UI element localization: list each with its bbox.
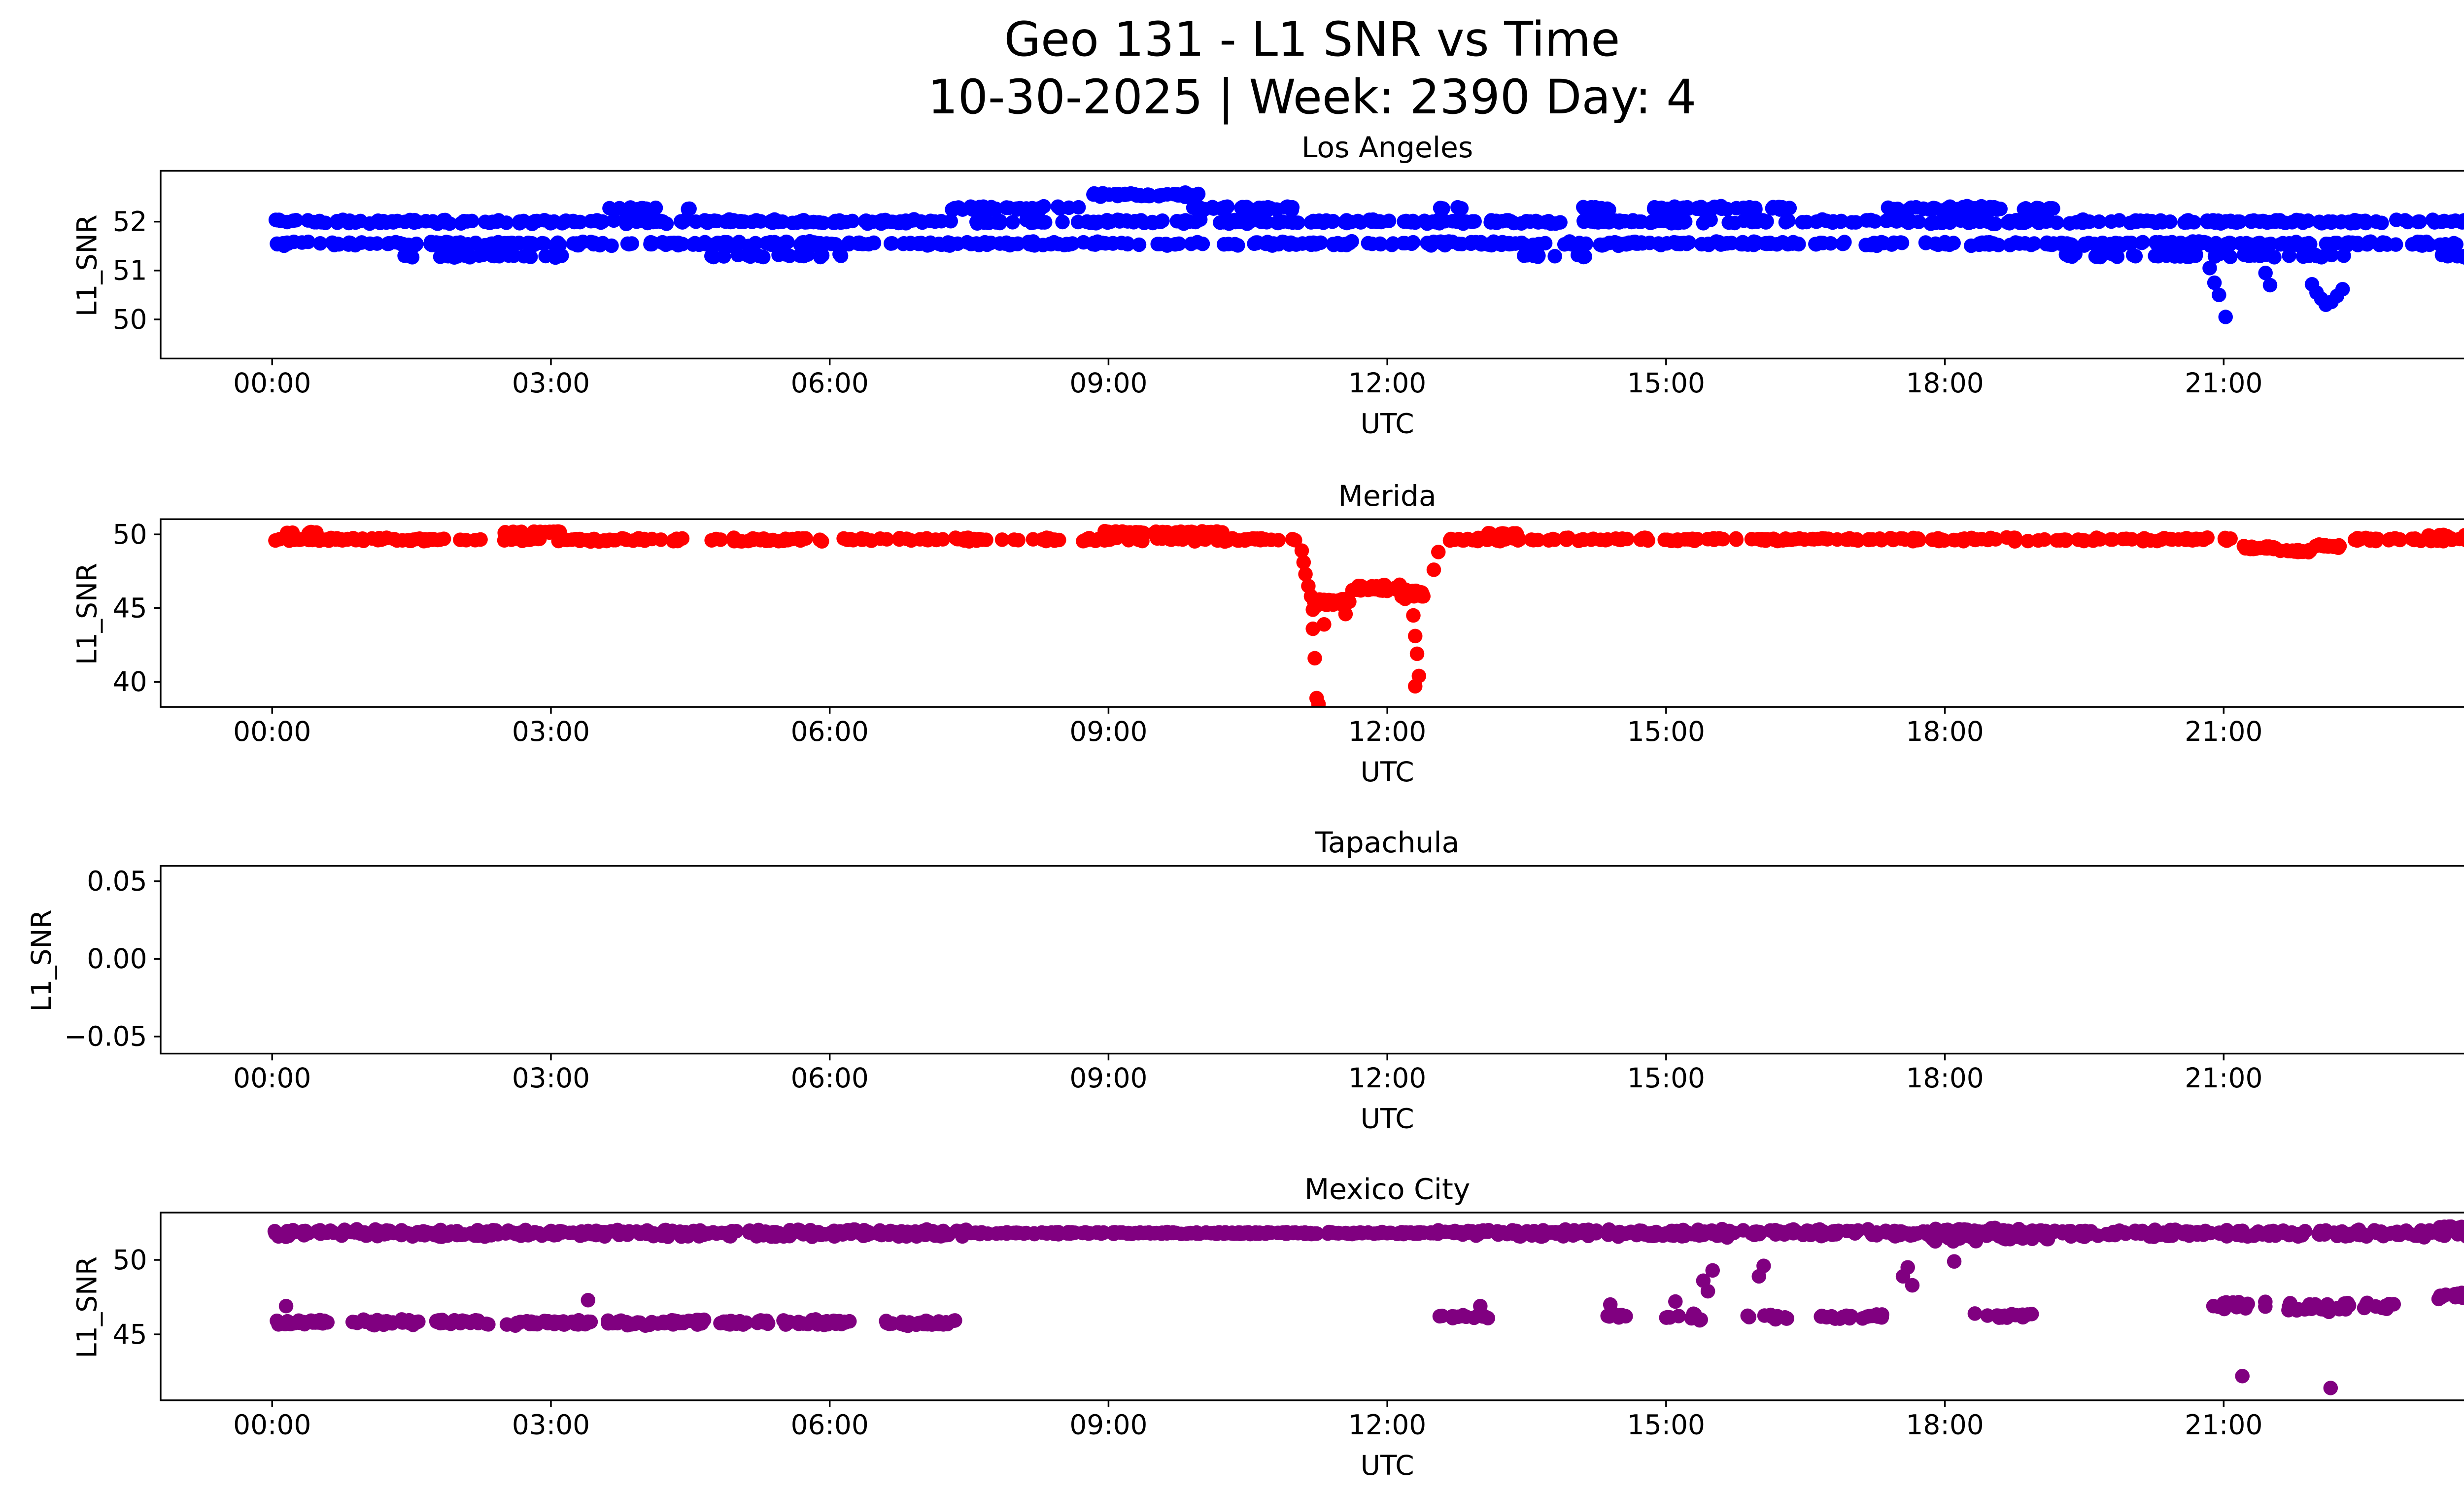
y-tick-label: 50 <box>113 304 147 335</box>
x-tick-label: 03:00 <box>512 1409 590 1440</box>
x-tick-label: 03:00 <box>512 1062 590 1094</box>
y-tick-label: 40 <box>113 666 147 697</box>
y-tick-label: 45 <box>113 1319 147 1350</box>
x-tick-label: 21:00 <box>2185 1062 2262 1094</box>
y-tick-label: 52 <box>113 206 147 238</box>
x-tick-label: 00:00 <box>233 367 311 399</box>
x-axis-label-los-angeles: UTC <box>1360 407 1414 440</box>
x-tick-label: 09:00 <box>1069 716 1147 747</box>
x-tick-label: 06:00 <box>791 367 869 399</box>
subplot-title-los-angeles: Los Angeles <box>1301 132 1473 166</box>
scatter-points <box>268 185 2464 324</box>
y-tick-label: 0.05 <box>87 866 147 897</box>
x-tick-label: 12:00 <box>1348 367 1426 399</box>
x-tick-label: 18:00 <box>1906 1062 1984 1094</box>
x-tick-label: 21:00 <box>2185 367 2262 399</box>
x-axis-label-merida: UTC <box>1360 756 1414 788</box>
x-tick-label: 06:00 <box>791 1062 869 1094</box>
x-tick-label: 12:00 <box>1348 716 1426 747</box>
axes-frame <box>160 170 2464 360</box>
y-tick-label: 50 <box>113 1244 147 1276</box>
subplot-2: 00:00 03:00 06:00 09:00 12:00 15:00 18:00 21:00… <box>64 865 2464 1094</box>
x-tick-label: 12:00 <box>1348 1062 1426 1094</box>
x-tick-label: 06:00 <box>791 716 869 747</box>
y-tick-label: 0.00 <box>87 943 147 974</box>
x-tick-label: 00:00 <box>233 1062 311 1094</box>
subplot-title-mexico-city: Mexico City <box>1304 1174 1471 1208</box>
x-tick-label: 00:00 <box>233 716 311 747</box>
x-tick-label: 18:00 <box>1906 367 1984 399</box>
x-tick-label: 00:00 <box>233 1409 311 1440</box>
x-tick-label: 15:00 <box>1627 367 1705 399</box>
x-tick-label: 12:00 <box>1348 1409 1426 1440</box>
y-tick-label: −0.05 <box>64 1021 147 1052</box>
subplot-0: 00:00 03:00 06:00 09:00 12:00 15:00 18:00 21:00… <box>113 170 2464 399</box>
subplot-title-tapachula: Tapachula <box>1315 827 1460 861</box>
y-axis-label-los-angeles: L1_SNR <box>71 214 103 317</box>
y-axis-label-merida: L1_SNR <box>71 562 103 665</box>
x-axis-label-tapachula: UTC <box>1360 1103 1414 1135</box>
x-tick-label: 15:00 <box>1627 1409 1705 1440</box>
y-axis-label-tapachula: L1_SNR <box>25 909 58 1012</box>
figure-title: Geo 131 - L1 SNR vs Time <box>1004 12 1620 68</box>
x-tick-label: 09:00 <box>1069 1062 1147 1094</box>
scatter-points <box>268 523 2464 707</box>
axes-frame <box>160 865 2464 1055</box>
subplot-title-merida: Merida <box>1338 480 1437 515</box>
x-axis-label-mexico-city: UTC <box>1360 1449 1414 1482</box>
x-tick-label: 06:00 <box>791 1409 869 1440</box>
figure-subtitle: 10-30-2025 | Week: 2390 Day: 4 <box>927 69 1697 125</box>
subplot-1: 00:00 03:00 06:00 09:00 12:00 15:00 18:00 21:00… <box>113 518 2464 747</box>
x-tick-label: 18:00 <box>1906 716 1984 747</box>
x-tick-label: 09:00 <box>1069 1409 1147 1440</box>
x-tick-label: 21:00 <box>2185 1409 2262 1440</box>
x-tick-label: 15:00 <box>1627 716 1705 747</box>
scatter-points <box>267 1219 2464 1395</box>
x-tick-label: 15:00 <box>1627 1062 1705 1094</box>
y-axis-label-mexico-city: L1_SNR <box>71 1256 103 1358</box>
y-tick-label: 50 <box>113 519 147 550</box>
y-tick-label: 45 <box>113 592 147 624</box>
x-tick-label: 03:00 <box>512 716 590 747</box>
y-tick-label: 51 <box>113 255 147 286</box>
x-tick-label: 03:00 <box>512 367 590 399</box>
subplot-3: 00:00 03:00 06:00 09:00 12:00 15:00 18:00 21:00… <box>113 1212 2464 1440</box>
x-tick-label: 09:00 <box>1069 367 1147 399</box>
x-tick-label: 21:00 <box>2185 716 2262 747</box>
x-tick-label: 18:00 <box>1906 1409 1984 1440</box>
